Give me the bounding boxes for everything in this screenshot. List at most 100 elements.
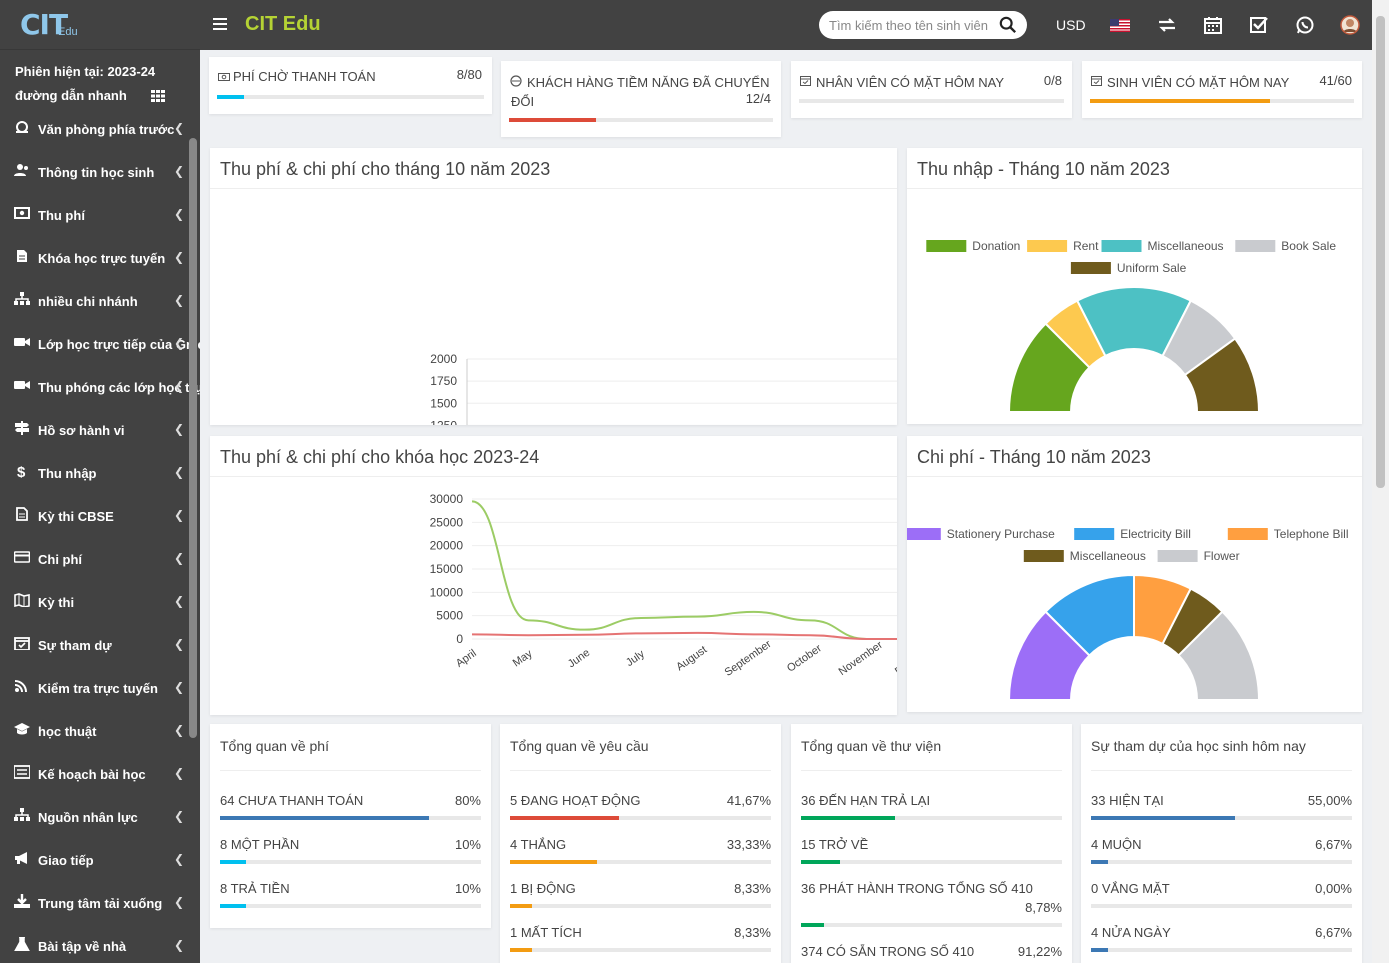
legend-label[interactable]: Telephone Bill xyxy=(1274,527,1349,541)
sidebar-item-label: Nguồn nhân lực xyxy=(38,810,138,825)
stat-title: KHÁCH HÀNG TIỀM NĂNG ĐÃ CHUYỂN ĐỔI xyxy=(511,75,770,109)
sidebar-item-11[interactable]: Chi phí ❮ xyxy=(0,537,200,580)
sidebar-item-20[interactable]: Bài tập về nhà ❮ xyxy=(0,924,200,963)
sidebar-item-13[interactable]: Sự tham dự ❮ xyxy=(0,623,200,666)
sidebar-item-10[interactable]: Kỳ thi CBSE ❮ xyxy=(0,494,200,537)
legend-label[interactable]: Electricity Bill xyxy=(1120,527,1191,541)
sidebar-item-4[interactable]: Khóa học trực tuyến ❮ xyxy=(0,236,200,279)
flask-icon xyxy=(14,937,30,951)
overview-item-percent: 10% xyxy=(454,837,481,852)
calendar-check-icon xyxy=(14,637,30,650)
sidebar-item-9[interactable]: $ Thu nhập ❮ xyxy=(0,451,200,494)
overview-progress xyxy=(220,816,429,820)
overview-progress xyxy=(510,948,532,952)
y-tick-label: 30000 xyxy=(430,492,464,506)
sidebar-item-1[interactable]: Văn phòng phía trước ❮ xyxy=(0,107,200,150)
slice-uniform-sale[interactable] xyxy=(1183,337,1261,413)
legend-label[interactable]: Donation xyxy=(972,239,1020,253)
line-series-2[interactable] xyxy=(471,631,897,640)
swap-icon[interactable] xyxy=(1157,15,1177,35)
flag-us-icon[interactable] xyxy=(1110,15,1130,35)
sidebar-item-3[interactable]: Thu phí ❮ xyxy=(0,193,200,236)
menu-toggle-icon[interactable] xyxy=(213,18,227,30)
stat-card-staff-present[interactable]: NHÂN VIÊN CÓ MẶT HÔM NAY 0/8 xyxy=(791,61,1072,118)
chevron-left-icon: ❮ xyxy=(174,336,185,350)
users-icon xyxy=(14,164,28,176)
sidebar-item-7[interactable]: Thu phóng các lớp học trực tuyến❮ xyxy=(0,365,200,408)
legend-label[interactable]: Uniform Sale xyxy=(1117,261,1187,275)
legend-label[interactable]: Miscellaneous xyxy=(1148,239,1224,253)
monthly-bar-chart[interactable]: 2000175015001250100075050025000102030405… xyxy=(210,148,897,425)
overview-item-percent: 33,33% xyxy=(726,837,771,852)
legend-label[interactable]: Stationery Purchase xyxy=(947,527,1055,541)
overview-item-percent: 41,67% xyxy=(726,793,771,808)
chevron-left-icon: ❮ xyxy=(174,895,185,909)
sidebar-item-label: học thuật xyxy=(38,724,97,739)
sidebar-item-16[interactable]: Kế hoạch bài học ❮ xyxy=(0,752,200,795)
quick-links[interactable]: đường dẫn nhanh xyxy=(15,84,185,108)
sidebar-item-label: Lớp học trực tiếp của Gmeet xyxy=(38,337,200,352)
list-icon xyxy=(14,765,30,779)
sidebar-item-12[interactable]: Kỳ thi ❮ xyxy=(0,580,200,623)
sidebar-item-14[interactable]: Kiểm tra trực tuyến ❮ xyxy=(0,666,200,709)
download-icon xyxy=(14,894,30,908)
x-tick-label: August xyxy=(674,644,709,673)
stat-value: 12/4 xyxy=(745,91,771,106)
legend-label[interactable]: Rent xyxy=(1073,239,1099,253)
overview-progress xyxy=(220,904,247,908)
chevron-left-icon: ❮ xyxy=(174,207,185,221)
yearly-fees-expense-chart-card: Thu phí & chi phí cho khóa học 2023-24 3… xyxy=(210,436,897,715)
whatsapp-icon[interactable] xyxy=(1295,15,1315,35)
stat-card-converted-leads[interactable]: KHÁCH HÀNG TIỀM NĂNG ĐÃ CHUYỂN ĐỔI 12/4 xyxy=(501,61,781,137)
logo-sub: Edu xyxy=(58,26,78,38)
legend-label[interactable]: Book Sale xyxy=(1281,239,1336,253)
sidebar-item-label: Thu phóng các lớp học trực tuyến xyxy=(38,380,200,395)
checkbox-icon[interactable] xyxy=(1249,15,1269,35)
grid-icon[interactable] xyxy=(151,90,165,102)
legend-label[interactable]: Miscellaneous xyxy=(1070,549,1146,563)
legend-swatch xyxy=(1101,240,1142,252)
sidebar-item-2[interactable]: Thông tin học sinh ❮ xyxy=(0,150,200,193)
overview-item-percent: 91,22% xyxy=(1017,944,1062,959)
stat-card-students-present[interactable]: SINH VIÊN CÓ MẶT HÔM NAY 41/60 xyxy=(1082,61,1362,118)
line-series-1[interactable] xyxy=(471,500,897,640)
sidebar-item-label: Hồ sơ hành vi xyxy=(38,423,125,438)
calendar-check-icon xyxy=(1091,76,1102,86)
legend-label[interactable]: Flower xyxy=(1204,549,1240,563)
sidebar-item-15[interactable]: học thuật ❮ xyxy=(0,709,200,752)
dollar-icon: $ xyxy=(17,464,26,478)
logo[interactable]: CIT Edu xyxy=(0,0,200,50)
sidebar-item-19[interactable]: Trung tâm tải xuống ❮ xyxy=(0,881,200,924)
y-tick-label: 1500 xyxy=(430,396,457,410)
x-tick-label: July xyxy=(624,648,647,669)
stat-title: NHÂN VIÊN CÓ MẶT HÔM NAY xyxy=(816,75,1005,90)
overview-item: 8 MỘT PHẦN 10% xyxy=(220,837,481,864)
income-doughnut-chart[interactable]: Donation Rent Miscellaneous Book Sale Unifor… xyxy=(907,148,1362,424)
search-icon[interactable] xyxy=(999,16,1017,34)
overview-item-label: 1 MẤT TÍCH xyxy=(510,925,582,940)
sidebar-item-8[interactable]: Hồ sơ hành vi ❮ xyxy=(0,408,200,451)
overview-item-percent: 8,33% xyxy=(734,925,771,940)
sidebar-item-label: Thông tin học sinh xyxy=(38,165,155,180)
page-scrollbar[interactable] xyxy=(1372,0,1389,963)
chart-title: Chi phí - Tháng 10 năm 2023 xyxy=(917,447,1151,467)
search-box xyxy=(819,11,1027,39)
sidebar-item-18[interactable]: Giao tiếp ❮ xyxy=(0,838,200,881)
sidebar-scrollbar[interactable] xyxy=(189,138,197,738)
overview-item-label: 8 TRẢ TIỀN xyxy=(220,881,290,896)
expense-doughnut-chart[interactable]: Stationery Purchase Electricity Bill Telep… xyxy=(907,436,1362,712)
sidebar-item-5[interactable]: nhiều chi nhánh ❮ xyxy=(0,279,200,322)
sidebar-item-label: Thu nhập xyxy=(38,466,97,481)
calendar-icon[interactable] xyxy=(1203,15,1223,35)
stat-card-pending-fees[interactable]: PHÍ CHỜ THANH TOÁN 8/80 xyxy=(209,57,492,114)
currency-selector[interactable]: USD xyxy=(1056,17,1086,33)
page-scrollbar-thumb[interactable] xyxy=(1376,16,1385,488)
sidebar-item-17[interactable]: Nguồn nhân lực ❮ xyxy=(0,795,200,838)
slice-flower[interactable] xyxy=(1177,610,1261,701)
legend-swatch xyxy=(1235,240,1276,252)
avatar[interactable] xyxy=(1340,15,1360,35)
overview-item-percent: 8,78% xyxy=(1025,900,1062,915)
sidebar-item-6[interactable]: Lớp học trực tiếp của Gmeet ❮ xyxy=(0,322,200,365)
search-input[interactable] xyxy=(829,17,989,33)
